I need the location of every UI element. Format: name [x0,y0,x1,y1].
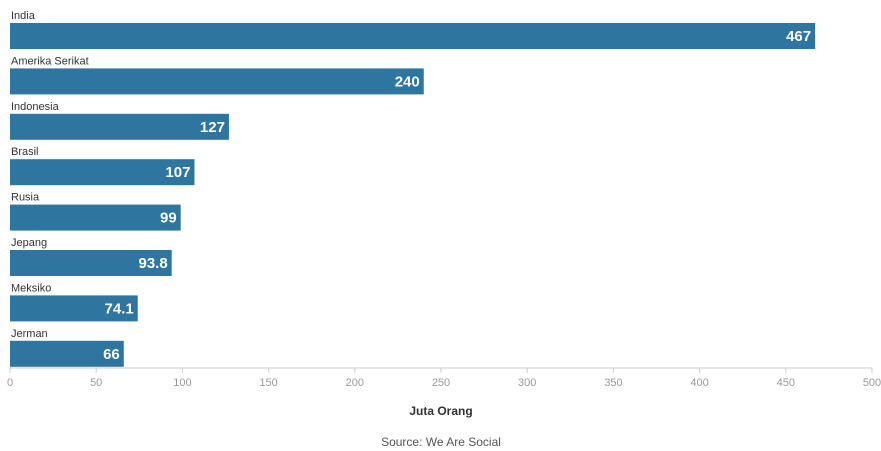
x-tick-label: 100 [173,377,191,389]
category-label: Jepang [11,237,47,249]
bar-value-label: 66 [103,346,120,363]
category-label: Meksiko [11,282,51,294]
x-axis-title: Juta Orang [409,404,472,418]
x-tick-label: 400 [690,377,708,389]
x-tick-label: 150 [259,377,277,389]
bar-value-label: 99 [160,210,177,227]
x-tick-label: 250 [432,377,450,389]
category-label: Brasil [11,146,39,158]
x-axis: 0 50 100 150 200 250 300 350 400 450 500 [7,367,881,389]
category-label: Jerman [11,328,48,340]
bar [10,295,138,322]
x-tick-label: 350 [604,377,622,389]
bar-value-label: 93.8 [139,255,168,272]
category-label: Amerika Serikat [11,55,89,67]
x-tick-label: 200 [346,377,364,389]
bar-value-label: 127 [200,119,225,136]
bar-value-label: 467 [786,28,811,45]
bar-value-label: 240 [395,73,420,90]
category-label: India [11,10,36,22]
bar [10,113,229,140]
bar [10,250,172,276]
bar-value-label: 74.1 [105,300,134,317]
bar [10,340,124,367]
bars-layer: India 467 Amerika Serikat 240 Indonesia 127 Br… [10,10,816,367]
x-tick-label: 500 [863,377,881,389]
x-tick-label: 0 [7,377,13,389]
bar-value-label: 107 [165,164,190,181]
x-tick-label: 50 [90,377,102,389]
category-label: Indonesia [11,101,60,113]
category-label: Rusia [11,192,40,204]
bar [10,159,195,186]
source-note: Source: We Are Social [381,435,501,449]
x-tick-label: 300 [518,377,536,389]
x-tick-label: 450 [777,377,795,389]
bar [10,68,424,95]
bar [10,204,181,231]
bar [10,23,816,49]
